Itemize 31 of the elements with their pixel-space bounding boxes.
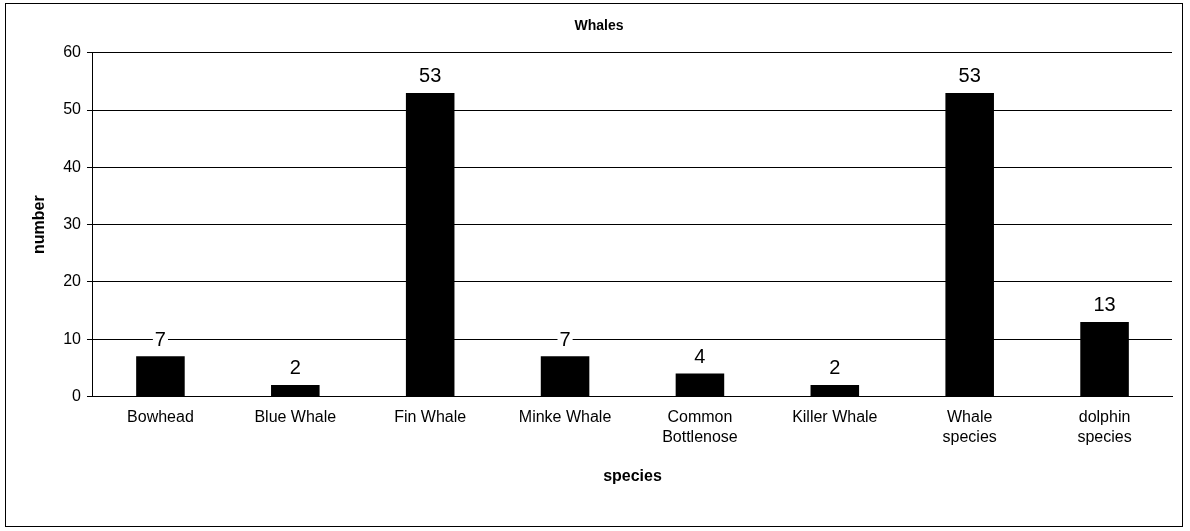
x-tick-label: Common Bottlenose [662, 408, 738, 445]
x-axis-title: species [603, 466, 662, 484]
y-tick-label: 60 [63, 43, 82, 61]
data-label: 7 [154, 327, 166, 350]
x-tick-label: Minke Whale [518, 408, 612, 426]
bar [136, 356, 185, 396]
data-label: 13 [1093, 293, 1116, 316]
data-label: 53 [958, 64, 981, 87]
y-tick-label: 0 [72, 386, 82, 404]
x-tick-label: Blue Whale [254, 408, 337, 426]
data-label: 2 [289, 356, 301, 379]
bar [540, 356, 590, 396]
data-label: 2 [829, 356, 841, 379]
y-tick-label: 20 [63, 272, 82, 290]
x-tick-label: Bowhead [127, 408, 194, 426]
x-tick-label: Whale species [942, 408, 997, 445]
x-tick-label: Fin Whale [394, 408, 467, 426]
bar [810, 384, 860, 396]
x-tick-label: Killer Whale [792, 408, 878, 426]
y-tick-label: 50 [63, 100, 82, 118]
bar [675, 373, 725, 396]
bar [271, 384, 320, 396]
data-label: 4 [694, 345, 706, 368]
y-axis-title: number [30, 195, 48, 254]
data-label: 53 [419, 64, 442, 87]
y-tick-label: 40 [63, 157, 82, 175]
data-label: 7 [559, 327, 571, 350]
chart-title: Whales [574, 17, 624, 34]
y-tick-label: 10 [63, 329, 82, 347]
y-tick-label: 30 [63, 215, 82, 233]
x-tick-label: dolphin species [1077, 408, 1132, 445]
